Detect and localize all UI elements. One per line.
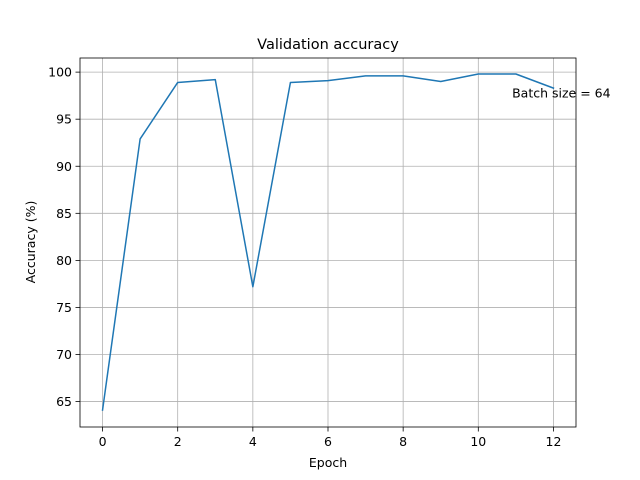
y-tick-label: 100 (48, 65, 72, 80)
annotations: Batch size = 64 (512, 85, 611, 100)
series-layer (101, 73, 555, 411)
x-tick-label: 2 (174, 434, 182, 449)
x-axis-label: Epoch (309, 455, 347, 470)
y-tick-label: 85 (56, 206, 72, 221)
x-tick-label: 8 (399, 434, 407, 449)
y-tick-label: 65 (56, 394, 72, 409)
x-tick-label: 12 (546, 434, 562, 449)
y-tick-label: 75 (56, 300, 72, 315)
grid (80, 58, 576, 427)
x-tick-label: 10 (470, 434, 486, 449)
series-line (101, 73, 555, 411)
y-axis-ticks: 65 70 75 80 85 90 95 100 (48, 65, 80, 409)
x-tick-label: 6 (324, 434, 332, 449)
y-tick-label: 70 (56, 347, 72, 362)
chart-title: Validation accuracy (257, 37, 399, 53)
y-tick-label: 90 (56, 159, 72, 174)
x-axis-ticks: 0 2 4 6 8 10 12 (99, 427, 562, 449)
y-axis-label: Accuracy (%) (23, 201, 38, 284)
x-tick-label: 4 (249, 434, 257, 449)
annotation-text: Batch size = 64 (512, 85, 611, 100)
y-tick-label: 95 (56, 112, 72, 127)
y-tick-label: 80 (56, 253, 72, 268)
x-tick-label: 0 (99, 434, 107, 449)
